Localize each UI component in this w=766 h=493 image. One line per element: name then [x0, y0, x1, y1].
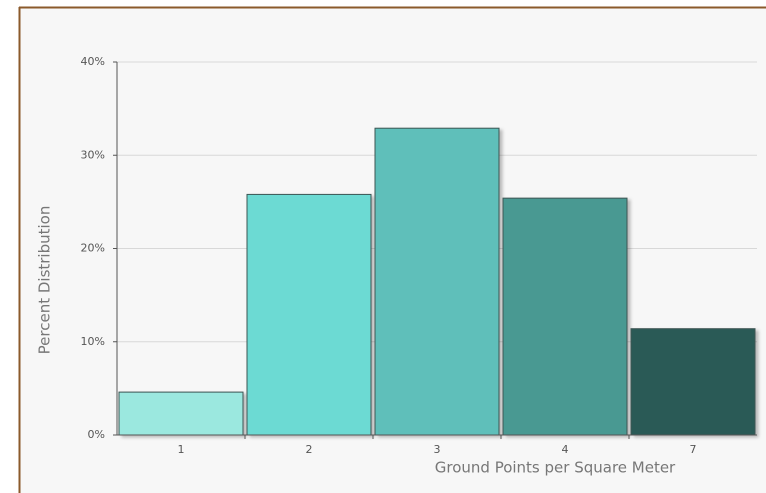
- y-tick-label: 10%: [81, 335, 105, 348]
- x-tick-label: 1: [178, 443, 185, 456]
- y-tick-label: 30%: [81, 148, 105, 161]
- bar: [630, 328, 756, 436]
- x-tick-label: 2: [306, 443, 313, 456]
- x-axis-title: Ground Points per Square Meter: [435, 459, 676, 477]
- x-tick-label: 3: [434, 443, 441, 456]
- y-axis-title: Percent Distribution: [36, 206, 54, 355]
- bar: [502, 197, 628, 436]
- bar: [246, 193, 372, 436]
- x-tick-label: 4: [562, 443, 569, 456]
- y-tick-label: 20%: [81, 242, 105, 255]
- y-tick-label: 40%: [81, 55, 105, 68]
- bar: [374, 127, 500, 436]
- y-tick-label: 0%: [88, 428, 105, 441]
- bar: [118, 391, 244, 436]
- x-tick-label: 7: [690, 443, 697, 456]
